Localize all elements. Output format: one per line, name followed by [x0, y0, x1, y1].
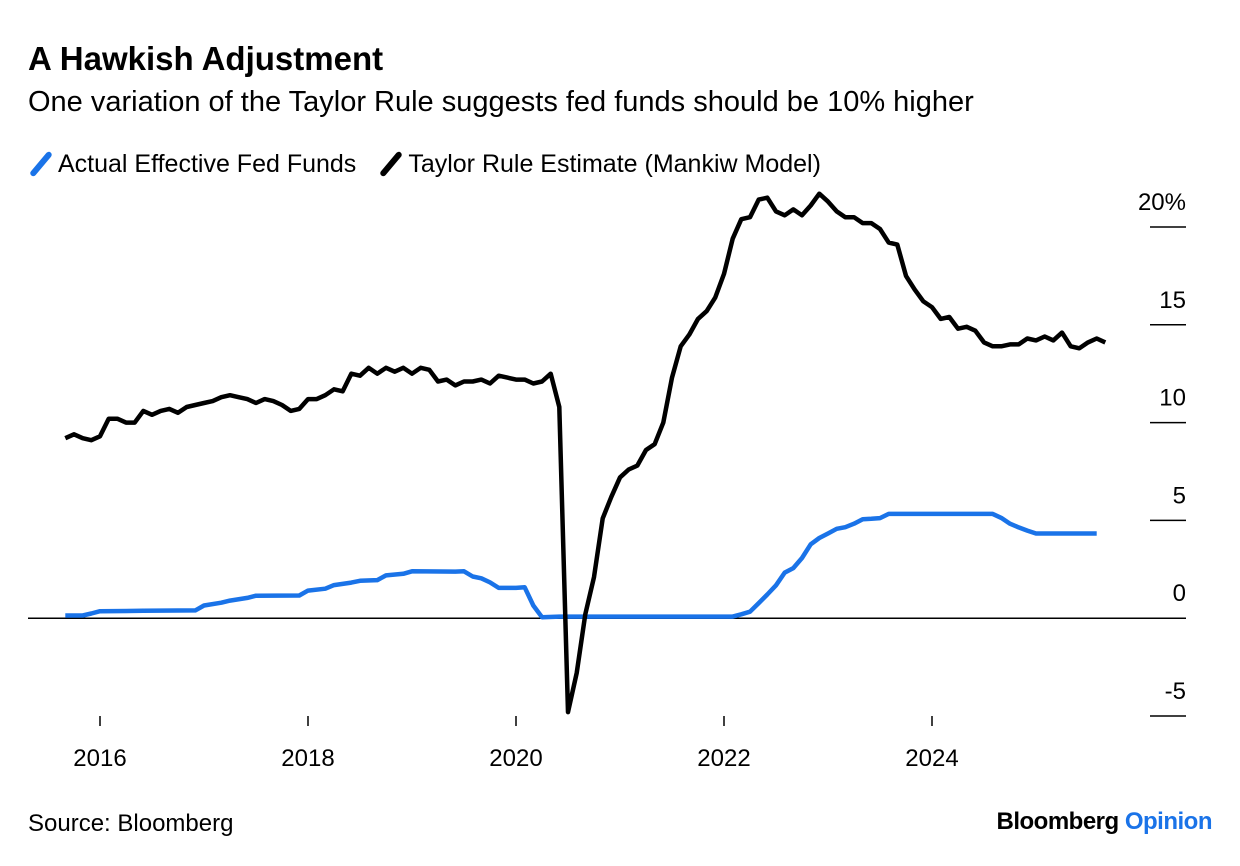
brand-primary: Bloomberg — [996, 808, 1120, 835]
x-tick-label: 2018 — [281, 745, 334, 772]
y-tick-label: 5 — [1173, 482, 1186, 509]
y-tick-label: -5 — [1165, 678, 1186, 705]
x-tick-label: 2020 — [489, 745, 542, 772]
y-tick-label: 15 — [1159, 287, 1186, 314]
legend-item-taylor: Taylor Rule Estimate (Mankiw Model) — [378, 149, 821, 179]
y-tick-label: 10 — [1159, 385, 1186, 412]
chart-subtitle: One variation of the Taylor Rule suggest… — [28, 86, 974, 118]
y-tick-label: 0 — [1173, 580, 1186, 607]
x-tick-label: 2024 — [905, 745, 958, 772]
y-tick-label: 20% — [1138, 189, 1186, 216]
series-line-taylor-rule — [64, 191, 1107, 715]
legend-label-actual: Actual Effective Fed Funds — [58, 149, 357, 178]
source-note: Source: Bloomberg — [28, 810, 234, 837]
legend-item-actual: Actual Effective Fed Funds — [28, 149, 356, 179]
chart-title: A Hawkish Adjustment — [28, 40, 384, 77]
series-line-actual-fed-funds — [65, 511, 1097, 620]
chart-legend: Actual Effective Fed Funds Taylor Rule E… — [28, 146, 843, 182]
x-tick-label: 2022 — [697, 745, 750, 772]
brand-secondary: Opinion — [1124, 808, 1213, 835]
x-tick-label: 2016 — [73, 745, 126, 772]
legend-label-taylor: Taylor Rule Estimate (Mankiw Model) — [408, 149, 821, 178]
brand-logo: Bloomberg Opinion — [997, 808, 1213, 836]
